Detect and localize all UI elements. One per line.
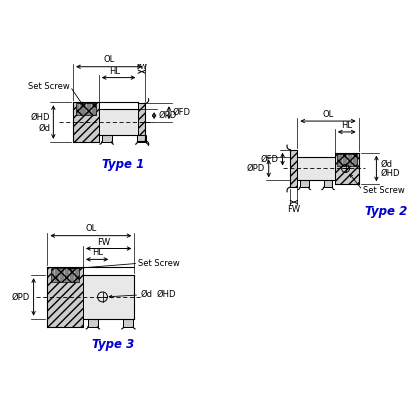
Text: ØPD: ØPD: [158, 111, 176, 120]
Text: Type 2: Type 2: [364, 205, 407, 218]
Bar: [83, 275, 134, 319]
Bar: [137, 135, 146, 142]
Text: ØHD: ØHD: [380, 169, 400, 178]
Text: HL: HL: [92, 248, 103, 258]
Text: Set Screw: Set Screw: [138, 259, 180, 268]
Text: Ød: Ød: [38, 124, 50, 132]
Text: ØFD: ØFD: [173, 108, 191, 117]
Bar: [47, 267, 83, 327]
Text: Set Screw: Set Screw: [363, 186, 404, 195]
Text: HL: HL: [109, 67, 120, 76]
Bar: [335, 153, 359, 184]
Text: ØHD: ØHD: [31, 113, 50, 121]
Bar: [138, 103, 145, 141]
Text: FW: FW: [97, 238, 110, 247]
Text: HL: HL: [341, 121, 352, 130]
Text: Ød: Ød: [380, 160, 392, 169]
Bar: [290, 150, 297, 187]
Text: ØHD: ØHD: [156, 290, 176, 298]
Text: ØFD: ØFD: [260, 155, 279, 163]
Bar: [300, 181, 309, 187]
Text: OL: OL: [85, 224, 97, 233]
Bar: [337, 154, 357, 166]
Bar: [102, 135, 111, 142]
Text: Set Screw: Set Screw: [28, 82, 70, 91]
Bar: [324, 181, 332, 187]
Text: OL: OL: [322, 109, 334, 119]
Bar: [51, 268, 79, 282]
Text: Type 3: Type 3: [92, 338, 135, 352]
Bar: [124, 319, 134, 327]
Text: Ød: Ød: [140, 290, 152, 298]
Text: FW: FW: [287, 205, 300, 214]
Bar: [88, 319, 98, 327]
Text: ØPD: ØPD: [11, 292, 30, 302]
Text: Type 1: Type 1: [102, 158, 145, 171]
Text: FW: FW: [136, 64, 147, 70]
Bar: [297, 157, 335, 181]
Text: OL: OL: [104, 55, 115, 64]
Bar: [76, 103, 96, 115]
Bar: [73, 102, 99, 142]
Text: ØPD: ØPD: [247, 164, 265, 173]
Bar: [99, 109, 138, 135]
